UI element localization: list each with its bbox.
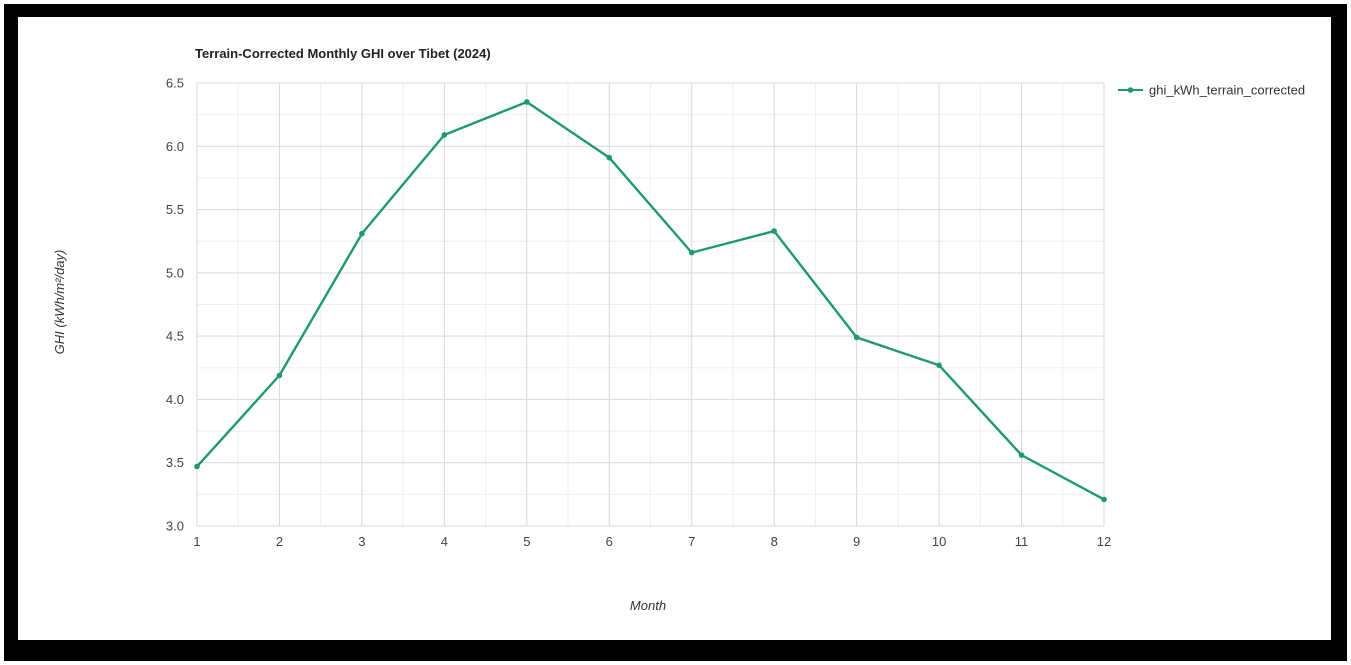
x-tick-label: 4	[441, 534, 448, 549]
series-layer	[194, 99, 1107, 503]
y-tick-label: 5.5	[166, 202, 184, 217]
chart-canvas: 3.0 3.5 4.0 4.5 5.0 5.5 6.0 6.5 1 2 3 4 5 6 7 8 9 10 11 12…	[18, 17, 1331, 640]
y-tick-label: 6.0	[166, 139, 184, 154]
x-tick-label: 7	[688, 534, 695, 549]
legend-dot-marker	[1127, 87, 1134, 93]
x-axis-label: Month	[630, 598, 666, 613]
data-point	[1101, 496, 1107, 503]
data-point	[441, 132, 448, 138]
x-tick-label: 10	[932, 534, 946, 549]
x-tick-label: 6	[606, 534, 613, 549]
x-tick-label: 1	[193, 534, 200, 549]
data-point	[194, 463, 200, 470]
chart-svg: 3.03.54.04.55.05.56.06.5 1 2 3 4 5 6 7 8 9 10 11 12…	[52, 46, 1305, 613]
data-point	[606, 154, 613, 161]
legend[interactable]: ghi_kWh_terrain_corrected	[1118, 83, 1305, 98]
y-tick-label: 5.0	[166, 265, 184, 280]
y-tick-label: 3.5	[166, 455, 184, 470]
data-point	[771, 228, 777, 234]
y-tick-label: 3.0	[166, 519, 184, 534]
data-point	[524, 99, 530, 105]
x-axis-ticks: 1 2 3 4 5 6 7 8 9 10 11 12	[193, 534, 1111, 549]
chart-frame: 3.0 3.5 4.0 4.5 5.0 5.5 6.0 6.5 1 2 3 4 5 6 7 8 9 10 11 12…	[4, 4, 1347, 661]
y-tick-label: 6.5	[166, 76, 184, 91]
data-point	[359, 230, 365, 237]
x-tick-label: 3	[358, 534, 365, 549]
chart-title: Terrain-Corrected Monthly GHI over Tibet…	[195, 46, 491, 61]
x-tick-label: 5	[523, 534, 530, 549]
x-tick-label: 8	[771, 534, 778, 549]
x-tick-label: 9	[853, 534, 860, 549]
data-point	[853, 334, 860, 341]
x-tick-label: 11	[1015, 534, 1028, 549]
y-axis-ticks: 3.0 3.5 4.0 4.5 5.0 5.5 6.0 6.5	[166, 76, 184, 534]
y-tick-label: 4.5	[166, 329, 184, 344]
y-tick-label: 4.0	[166, 392, 184, 407]
y-axis-label: GHI (kWh/m²/day)	[52, 250, 67, 355]
data-point	[936, 362, 942, 369]
series-line	[196, 100, 1105, 501]
minor-grid	[197, 83, 1104, 526]
major-grid	[196, 82, 1105, 527]
data-point	[276, 372, 283, 379]
legend-label: ghi_kWh_terrain_corrected	[1149, 83, 1305, 98]
x-tick-label: 2	[276, 534, 283, 549]
data-point	[1018, 452, 1025, 458]
x-tick-label: 12	[1097, 534, 1111, 549]
data-point	[688, 249, 695, 256]
